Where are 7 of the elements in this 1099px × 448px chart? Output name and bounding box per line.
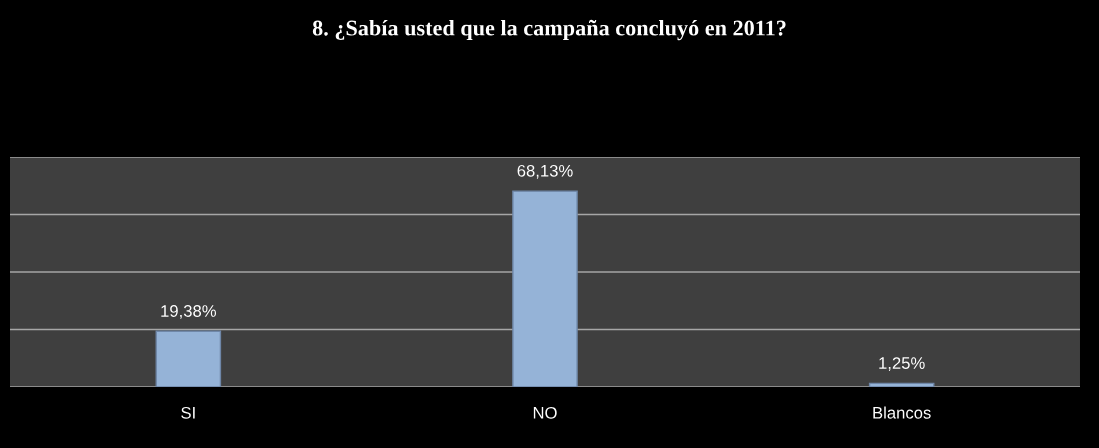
data-label: 19,38% (161, 305, 217, 319)
chart-title: 8. ¿Sabía usted que la campaña concluyó en 2011? (312, 19, 786, 41)
data-label: 1,25% (879, 357, 925, 371)
data-label: 68,13% (517, 164, 573, 179)
x-tick-label: NO (533, 406, 557, 419)
x-tick-label: Blancos (873, 406, 931, 419)
x-tick-label: SI (181, 406, 195, 419)
